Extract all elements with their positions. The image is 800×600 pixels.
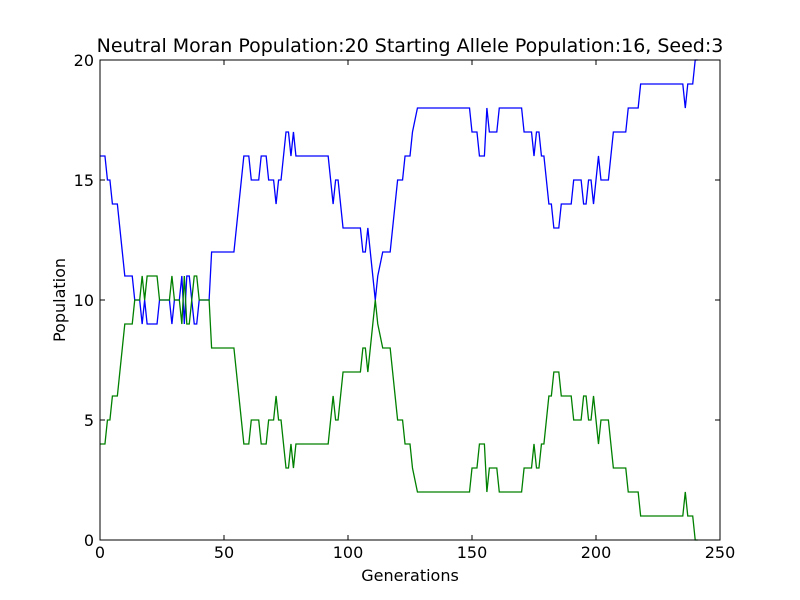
x-tick-label: 250 bbox=[705, 543, 736, 562]
series-layer bbox=[100, 59, 698, 541]
x-axis-label: Generations bbox=[361, 566, 459, 585]
x-tick-label: 100 bbox=[333, 543, 364, 562]
y-tick-label: 5 bbox=[84, 411, 94, 430]
y-tick-label: 20 bbox=[74, 51, 94, 70]
y-axis-label: Population bbox=[50, 258, 69, 342]
y-tick-label: 10 bbox=[74, 291, 94, 310]
tick-layer: 0 50 100 150 200 250 0 5 10 15 20 bbox=[74, 51, 736, 562]
x-tick-label: 150 bbox=[457, 543, 488, 562]
x-tick-label: 0 bbox=[95, 543, 105, 562]
y-tick-label: 15 bbox=[74, 171, 94, 190]
x-tick-label: 200 bbox=[581, 543, 612, 562]
y-tick-label: 0 bbox=[84, 531, 94, 550]
series-line-2 bbox=[100, 275, 698, 541]
x-tick-label: 50 bbox=[214, 543, 234, 562]
chart-title: Neutral Moran Population:20 Starting All… bbox=[97, 35, 724, 57]
